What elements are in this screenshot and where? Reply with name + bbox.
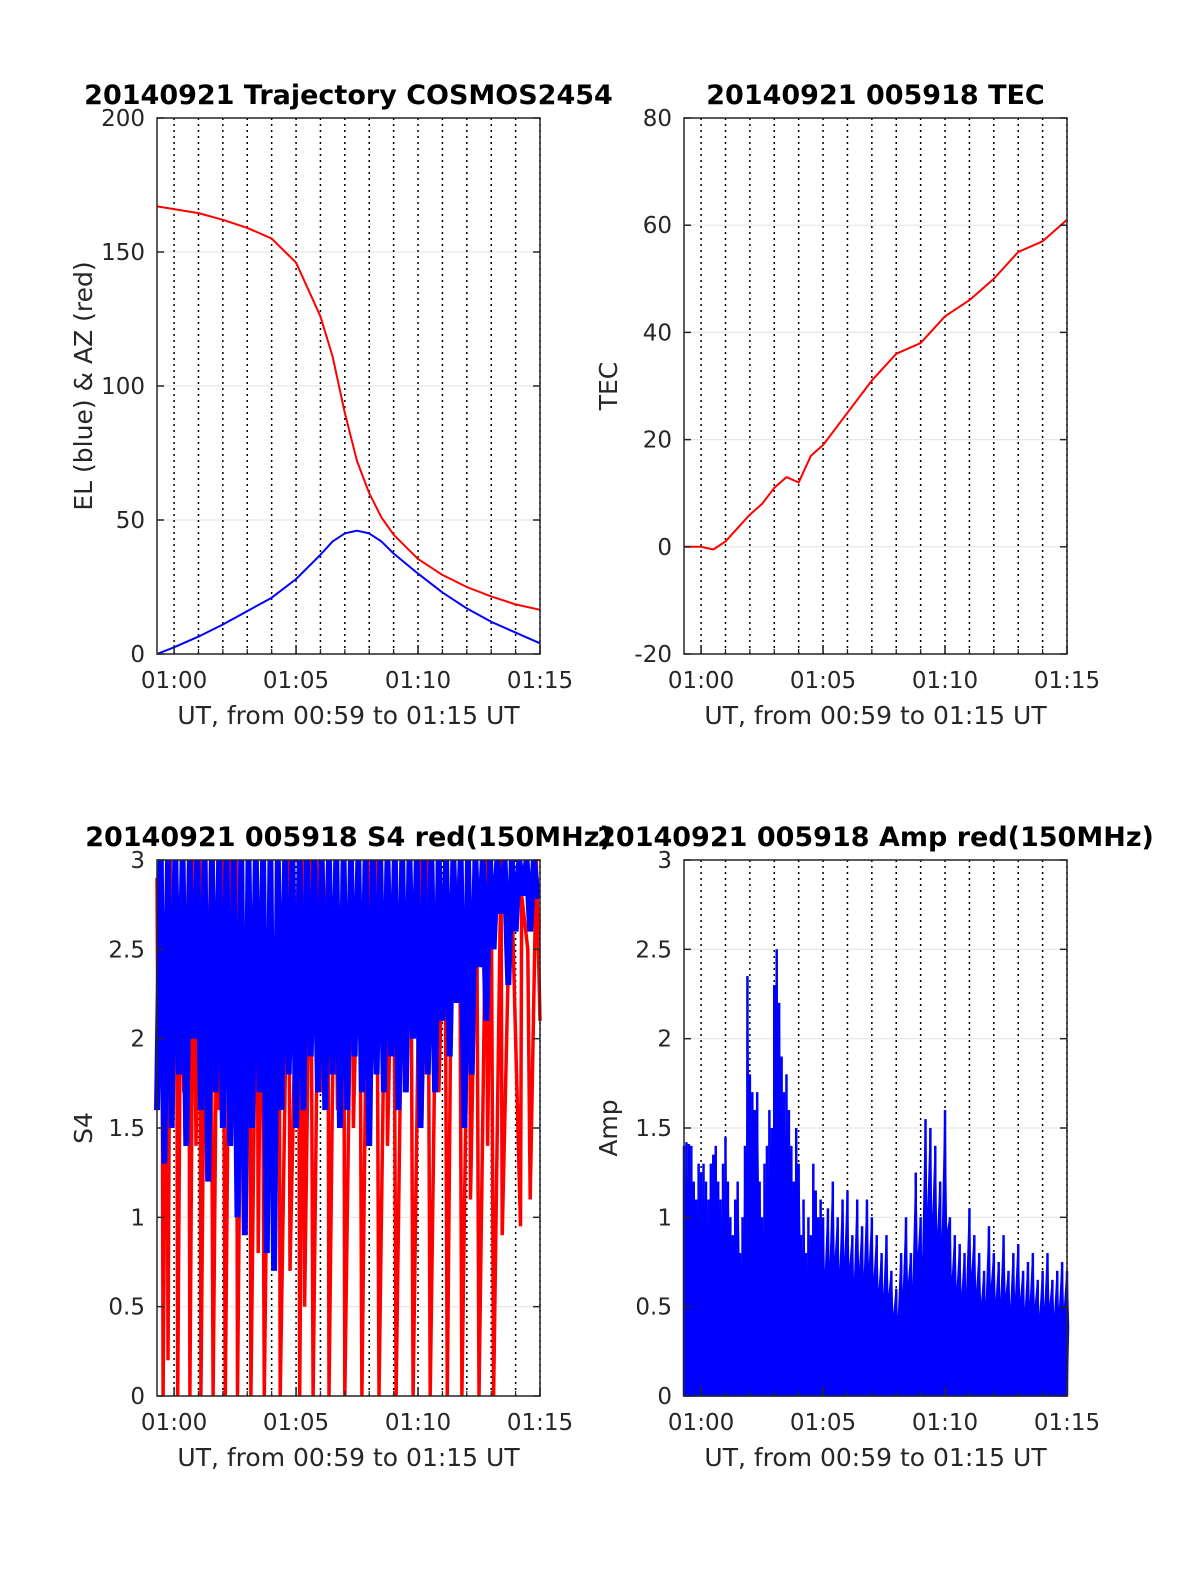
y-axis-label: EL (blue) & AZ (red) — [69, 261, 98, 510]
y-tick-label: 80 — [643, 106, 672, 132]
x-tick-label: 01:10 — [385, 668, 451, 694]
y-tick-label: -20 — [634, 642, 672, 668]
y-axis-label: TEC — [594, 362, 623, 412]
x-tick-label: 01:15 — [1034, 668, 1100, 694]
y-tick-label: 0.5 — [635, 1295, 672, 1321]
chart-title: 20140921 005918 Amp red(150MHz) — [597, 822, 1154, 853]
y-tick-label: 20 — [643, 428, 672, 454]
y-tick-label: 1 — [657, 1205, 672, 1231]
x-tick-label: 01:00 — [141, 1410, 207, 1436]
x-tick-label: 01:15 — [507, 668, 573, 694]
y-axis-label: Amp — [594, 1099, 623, 1156]
x-axis-label: UT, from 00:59 to 01:15 UT — [704, 1443, 1047, 1472]
y-tick-label: 2 — [657, 1027, 672, 1053]
y-tick-label: 200 — [101, 106, 145, 132]
x-axis-label: UT, from 00:59 to 01:15 UT — [177, 701, 520, 730]
y-tick-label: 100 — [101, 374, 145, 400]
chart-title: 20140921 005918 S4 red(150MHz) — [85, 822, 612, 853]
x-tick-label: 01:00 — [668, 668, 734, 694]
chart-panel-2: -20 0 20 40 60 80 01:00 01:05 01:10 01:15 20140921… — [594, 80, 1100, 730]
x-tick-label: 01:05 — [263, 668, 329, 694]
x-tick-label: 01:00 — [141, 668, 207, 694]
y-tick-label: 0 — [657, 1384, 672, 1410]
axes-box — [683, 117, 1068, 655]
y-tick-label: 1.5 — [108, 1116, 145, 1142]
y-tick-label: 3 — [657, 848, 672, 874]
series-line-tec — [684, 219, 1068, 551]
y-tick-label: 2.5 — [108, 937, 145, 963]
chart-panel-4: 0 0.5 1 1.5 2 2.5 3 01:00 01:05 01:10 01:15 2014092… — [594, 822, 1154, 1472]
y-axis-label: S4 — [69, 1112, 98, 1144]
x-tick-label: 01:05 — [263, 1410, 329, 1436]
x-tick-label: 01:15 — [1034, 1410, 1100, 1436]
y-tick-label: 0 — [130, 642, 145, 668]
y-tick-label: 50 — [116, 508, 145, 534]
y-tick-label: 40 — [643, 320, 672, 346]
y-tick-label: 0.5 — [108, 1295, 145, 1321]
y-tick-label: 1.5 — [635, 1116, 672, 1142]
x-tick-label: 01:10 — [912, 1410, 978, 1436]
x-axis-label: UT, from 00:59 to 01:15 UT — [177, 1443, 520, 1472]
chart-title: 20140921 005918 TEC — [706, 80, 1045, 111]
y-tick-label: 1 — [130, 1205, 145, 1231]
x-tick-label: 01:05 — [790, 1410, 856, 1436]
x-tick-label: 01:10 — [385, 1410, 451, 1436]
series-line-el — [156, 529, 541, 655]
chart-panel-1: 0 50 100 150 200 01:00 01:05 01:10 01:15 20140921… — [69, 80, 613, 730]
y-tick-label: 0 — [657, 535, 672, 561]
series-line-blue — [154, 859, 541, 1271]
x-tick-label: 01:10 — [912, 668, 978, 694]
chart-panel-3: 0 0.5 1 1.5 2 2.5 3 01:00 01:05 01:10 01:15 2014092… — [69, 822, 612, 1472]
x-tick-label: 01:05 — [790, 668, 856, 694]
y-tick-label: 60 — [643, 213, 672, 239]
y-tick-label: 0 — [130, 1384, 145, 1410]
y-tick-label: 150 — [101, 240, 145, 266]
x-tick-label: 01:15 — [507, 1410, 573, 1436]
y-tick-label: 2 — [130, 1027, 145, 1053]
y-tick-label: 3 — [130, 848, 145, 874]
y-tick-label: 2.5 — [635, 937, 672, 963]
series-line-az — [156, 205, 541, 611]
x-tick-label: 01:00 — [668, 1410, 734, 1436]
x-axis-label: UT, from 00:59 to 01:15 UT — [704, 701, 1047, 730]
chart-title: 20140921 Trajectory COSMOS2454 — [84, 80, 613, 111]
